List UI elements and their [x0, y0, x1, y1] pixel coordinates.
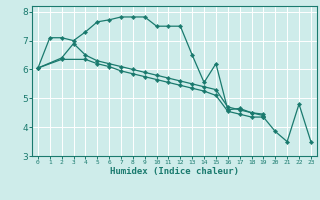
X-axis label: Humidex (Indice chaleur): Humidex (Indice chaleur): [110, 167, 239, 176]
